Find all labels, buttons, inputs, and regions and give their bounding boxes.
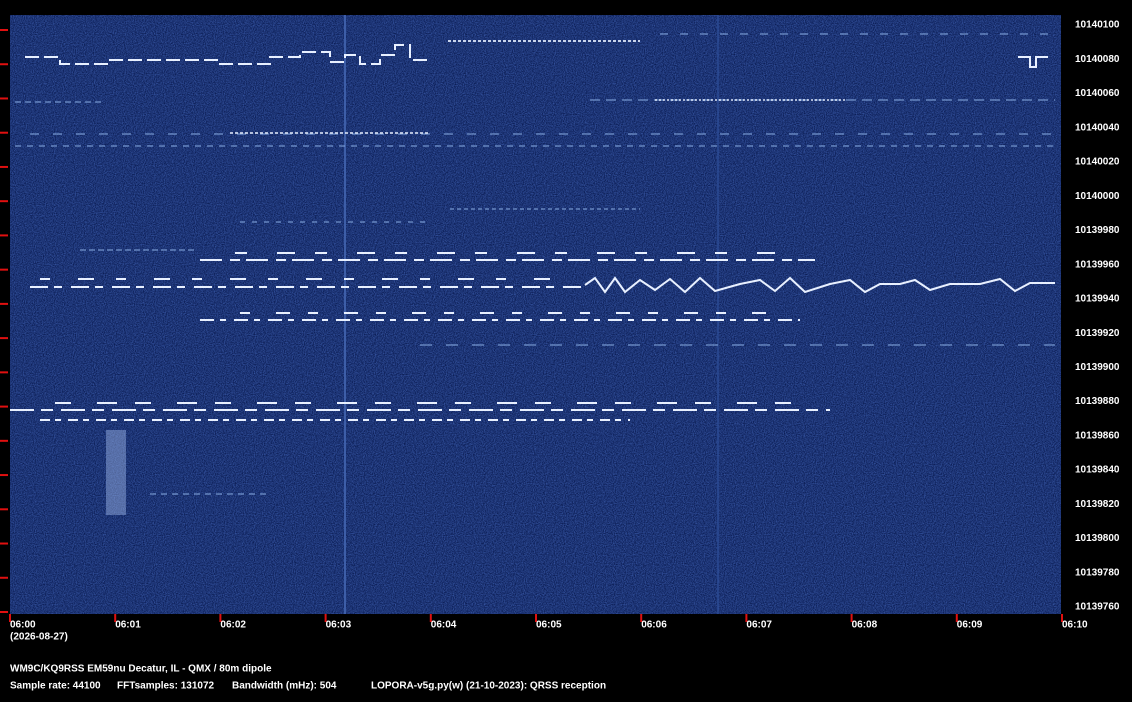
frequency-label: 10139920 [1075,328,1120,339]
signal-traces [10,33,1058,515]
station-info: WM9C/KQ9RSS EM59nu Decatur, IL - QMX / 8… [10,664,272,675]
time-label: 06:04 [431,620,457,631]
time-label: 06:05 [536,620,562,631]
time-label: 06:01 [115,620,141,631]
frequency-label: 10140100 [1075,20,1120,31]
time-label: 06:08 [852,620,878,631]
frequency-label: 10140060 [1075,88,1120,99]
frequency-axis: 10140100 10140080 10140060 10140040 10140020… [0,20,1120,613]
spectrogram [10,15,1061,614]
frequency-label: 10139800 [1075,533,1120,544]
time-label: 06:06 [641,620,667,631]
spectrogram-noise [10,15,1061,614]
noise-burst [106,430,126,515]
frequency-label: 10140080 [1075,54,1120,65]
frequency-label: 10139960 [1075,259,1120,270]
time-label: 06:02 [220,620,246,631]
software-info: LOPORA-v5g.py(w) (21-10-2023): QRSS rece… [371,681,606,692]
frequency-label: 10139940 [1075,294,1120,305]
frequency-label: 10139760 [1075,602,1120,613]
time-label: 06:09 [957,620,983,631]
bandwidth: Bandwidth (mHz): 504 [232,681,337,692]
time-label: 06:03 [326,620,352,631]
frequency-label: 10139980 [1075,225,1120,236]
frequency-label: 10139860 [1075,430,1120,441]
frequency-label: 10139780 [1075,567,1120,578]
time-label: 06:10 [1062,620,1088,631]
date-label: (2026-08-27) [10,632,68,643]
frequency-label: 10140020 [1075,157,1120,168]
time-label: 06:00 [10,620,36,631]
frequency-label: 10139820 [1075,499,1120,510]
frequency-label: 10139840 [1075,465,1120,476]
sample-rate: Sample rate: 44100 [10,681,101,692]
frequency-label: 10139900 [1075,362,1120,373]
frequency-label: 10139880 [1075,396,1120,407]
time-axis: 06:00 06:01 06:02 06:03 06:04 06:05 06:06 06:07… [9,614,1088,631]
fft-samples: FFTsamples: 131072 [117,681,215,692]
frequency-label: 10140000 [1075,191,1120,202]
frequency-label: 10140040 [1075,122,1120,133]
time-label: 06:07 [746,620,772,631]
